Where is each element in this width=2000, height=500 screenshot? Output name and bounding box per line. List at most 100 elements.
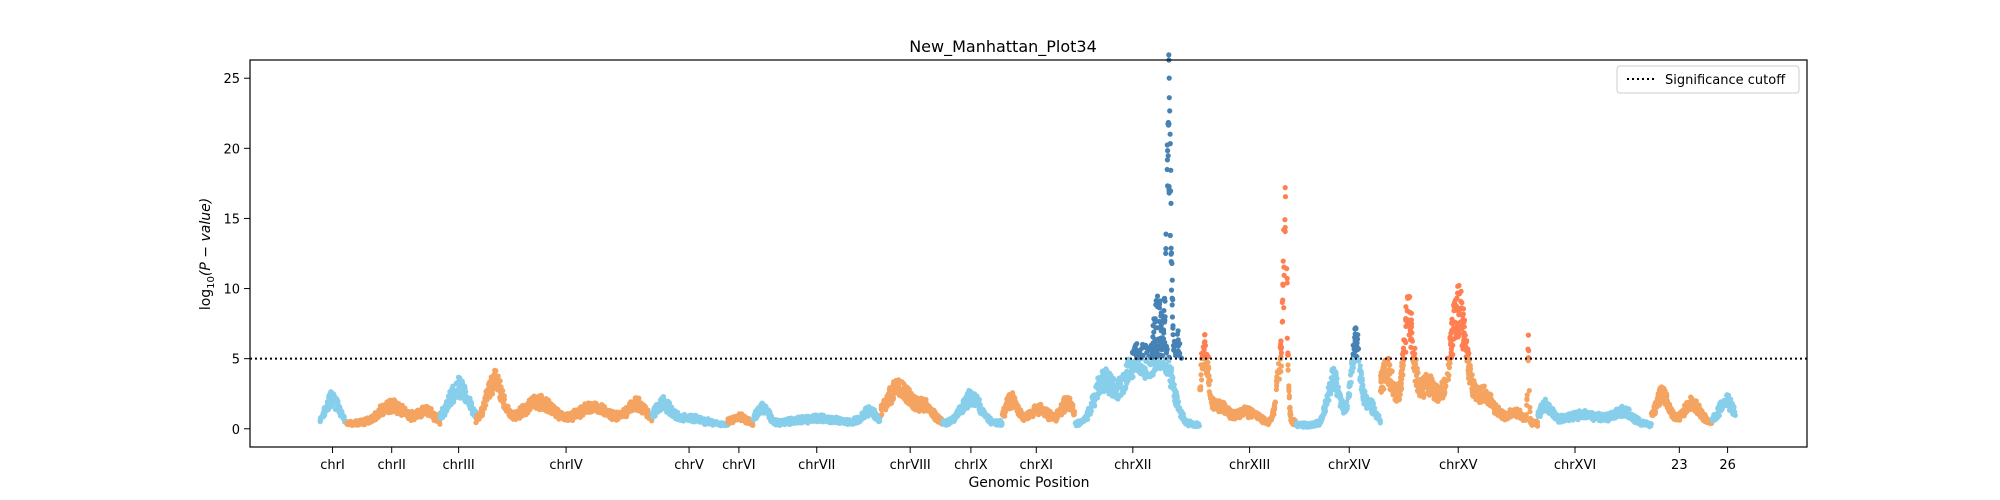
data-point [1171,382,1177,388]
data-point [1287,406,1293,412]
data-point [658,400,664,406]
data-point [1167,108,1173,114]
data-point [1169,314,1175,320]
data-point [1354,347,1361,353]
data-point [578,404,584,410]
data-point [1151,368,1157,374]
data-point [543,396,549,402]
data-point [583,402,590,408]
data-point [922,397,928,403]
data-point [1281,305,1287,311]
data-point [1061,405,1067,411]
data-point [741,416,747,422]
data-point [1020,411,1026,417]
data-point [514,411,520,417]
data-point [1116,383,1122,389]
data-point [1132,347,1139,353]
data-point [1323,401,1329,407]
data-point [1004,405,1010,411]
data-point [484,397,490,403]
data-point [763,403,769,409]
data-point [1169,277,1175,283]
data-point [1143,368,1149,374]
data-point [912,396,918,402]
data-point [1376,413,1382,419]
data-point [1168,200,1174,206]
data-point [323,405,329,411]
data-point [594,404,601,410]
data-point [840,419,847,426]
data-point [409,408,415,415]
data-point [493,375,499,381]
data-point [898,388,904,394]
data-point [1170,297,1176,303]
data-point [690,419,696,425]
data-point [1358,371,1364,377]
data-point [1284,266,1290,272]
data-point [1175,402,1181,408]
data-point [947,417,954,423]
data-point [1333,372,1339,378]
data-point [492,367,498,373]
data-point [912,406,918,412]
data-point [1096,390,1102,397]
data-point [906,401,912,407]
data-point [1041,413,1048,419]
data-point [1175,328,1181,334]
data-point [599,408,605,415]
data-point [1360,397,1366,403]
data-point [1168,245,1174,251]
data-point [1154,293,1161,299]
data-point [1163,246,1169,252]
data-point [1084,410,1090,416]
data-point [485,390,491,397]
data-point [1284,275,1290,282]
data-point [1285,367,1291,373]
data-point [1107,372,1113,378]
data-point [1276,367,1282,373]
data-point [960,406,966,412]
data-point [1294,422,1300,428]
data-point [1168,251,1174,257]
data-point [964,405,971,411]
data-point [652,412,658,418]
data-point [1038,406,1044,412]
data-point [1135,365,1141,371]
data-point [1106,380,1112,386]
data-point [1071,412,1077,418]
data-point [1259,419,1265,425]
data-point [1165,183,1171,189]
data-point [1348,379,1354,386]
data-point [1285,352,1291,358]
data-point [1154,325,1160,331]
data-point [855,419,862,425]
data-point [1282,217,1288,223]
data-point [398,406,404,412]
data-point [1314,422,1321,428]
data-point [1159,346,1166,352]
data-point [1365,398,1371,404]
data-point [1170,332,1176,338]
data-point [1248,407,1254,413]
data-point [318,415,324,421]
data-point [392,402,398,408]
data-point [1200,365,1206,371]
data-point [1288,412,1294,418]
data-point [545,409,551,415]
data-point [457,375,463,381]
data-point [586,409,592,415]
data-point [349,421,355,427]
data-point [1207,392,1213,398]
data-point [1357,363,1363,369]
data-point [804,417,810,423]
data-point [1053,413,1059,419]
data-point [1198,372,1204,378]
data-point [1170,325,1176,331]
data-point [1340,410,1347,416]
data-point [1284,335,1290,341]
data-point [1091,399,1097,405]
data-point [632,403,638,409]
data-point [1106,391,1112,397]
data-point [571,412,578,418]
data-point [558,410,564,416]
